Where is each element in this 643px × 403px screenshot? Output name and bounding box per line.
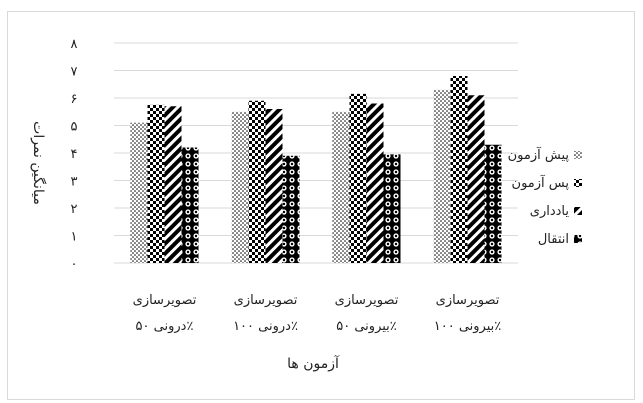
x-category-label: تصویرسازی bbox=[133, 293, 197, 308]
y-tick-label: ۴ bbox=[71, 147, 78, 162]
legend: پیش آزمون پس آزمون یادداری انتقال bbox=[508, 146, 582, 247]
x-category-label: تصویرسازی bbox=[335, 293, 399, 308]
bar-checker-3 bbox=[349, 93, 367, 263]
y-axis-ticks: ۰ ۱ ۲ ۳ ۴ ۵ ۶ ۷ ۸ bbox=[71, 37, 78, 272]
x-axis-title: آزمون ها bbox=[287, 355, 340, 372]
bar-checker-1 bbox=[147, 104, 165, 263]
bar-circles-4 bbox=[484, 144, 502, 263]
y-tick-label: ۰ bbox=[71, 257, 78, 272]
legend-swatch-circles bbox=[574, 235, 582, 243]
x-category-label: درونی ۵۰٪ bbox=[136, 319, 194, 334]
y-tick-label: ۷ bbox=[71, 65, 78, 80]
bar-checker-4 bbox=[450, 76, 468, 263]
legend-label: پیش آزمون bbox=[508, 146, 570, 163]
y-tick-label: ۸ bbox=[71, 37, 78, 52]
bar-circles-3 bbox=[383, 154, 401, 263]
bar-dots-3 bbox=[332, 111, 350, 263]
y-tick-label: ۶ bbox=[71, 92, 78, 107]
bar-stripes-2 bbox=[265, 109, 283, 263]
bar-stripes-4 bbox=[467, 95, 485, 263]
x-category-label: درونی ۱۰۰٪ bbox=[233, 319, 298, 334]
bars bbox=[130, 76, 502, 263]
y-tick-label: ۲ bbox=[71, 202, 78, 217]
bar-stripes-3 bbox=[366, 103, 384, 263]
y-tick-label: ۵ bbox=[71, 120, 78, 135]
x-category-label: بیرونی ۱۰۰٪ bbox=[434, 319, 502, 334]
legend-swatch-stripes bbox=[574, 207, 582, 215]
y-axis-title: میانگین نمرات bbox=[30, 121, 47, 205]
x-category-label: تصویرسازی bbox=[436, 293, 500, 308]
y-tick-label: ۳ bbox=[71, 175, 78, 190]
legend-label: انتقال bbox=[538, 232, 569, 247]
x-category-label: تصویرسازی bbox=[234, 293, 298, 308]
bar-dots-2 bbox=[231, 111, 249, 263]
legend-swatch-checker bbox=[574, 179, 582, 187]
x-axis-categories: تصویرسازی درونی ۵۰٪ تصویرسازی درونی ۱۰۰٪ تصو… bbox=[133, 293, 502, 334]
x-category-label: بیرونی ۵۰٪ bbox=[336, 319, 397, 334]
chart-frame bbox=[7, 11, 635, 400]
bar-circles-1 bbox=[181, 147, 199, 263]
legend-label: یادداری bbox=[530, 204, 570, 219]
bar-checker-2 bbox=[248, 100, 266, 263]
legend-swatch-dots bbox=[574, 151, 582, 159]
legend-label: پس آزمون bbox=[512, 174, 570, 191]
bar-stripes-1 bbox=[164, 106, 182, 263]
bar-dots-1 bbox=[130, 122, 148, 263]
bar-dots-4 bbox=[433, 89, 451, 263]
bar-circles-2 bbox=[282, 155, 300, 263]
y-tick-label: ۱ bbox=[71, 230, 78, 245]
